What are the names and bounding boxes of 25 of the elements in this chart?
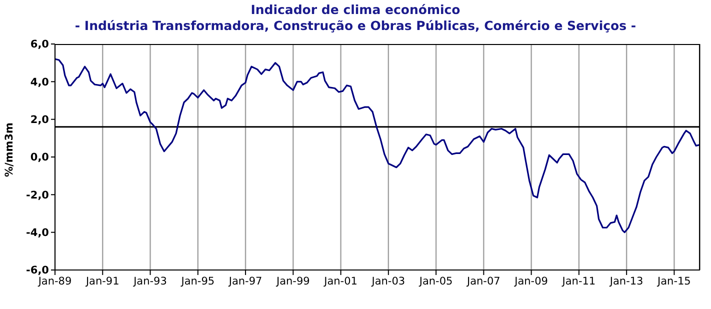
x-tick-label: Jan-97 [228, 275, 262, 288]
chart-title: Indicador de clima económico [250, 2, 462, 18]
chart-subtitle: - Indústria Transformadora, Construção e Obras Públicas, Comércio e Serviços - [74, 18, 638, 34]
y-axis-title: %/mm3m [4, 122, 16, 177]
x-tick-label: Jan-89 [37, 275, 72, 288]
y-tick-label: -2,0 [26, 189, 49, 202]
x-tick-label: Jan-13 [608, 275, 644, 288]
x-tick-label: Jan-11 [561, 275, 596, 288]
x-tick-label: Jan-95 [180, 275, 215, 288]
y-tick-label: -6,0 [26, 264, 49, 277]
x-tick-label: Jan-07 [466, 275, 500, 288]
x-tick-label: Jan-93 [132, 275, 167, 288]
y-tick-label: 6,0 [30, 38, 49, 51]
line-series [55, 58, 700, 234]
x-tick-label: Jan-05 [418, 275, 453, 288]
y-tick-label: 0,0 [30, 152, 49, 164]
y-tick-label: -4,0 [26, 227, 49, 240]
x-tick-label: Jan-03 [370, 275, 406, 288]
x-tick-label: Jan-91 [84, 275, 120, 288]
x-tick-label: Jan-01 [323, 275, 358, 288]
x-tick-label: Jan-99 [275, 275, 310, 288]
y-tick-label: 2,0 [30, 114, 49, 126]
y-tick-label: 4,0 [30, 76, 49, 88]
x-tick-label: Jan-15 [656, 275, 691, 288]
x-tick-label: Jan-09 [514, 275, 548, 288]
